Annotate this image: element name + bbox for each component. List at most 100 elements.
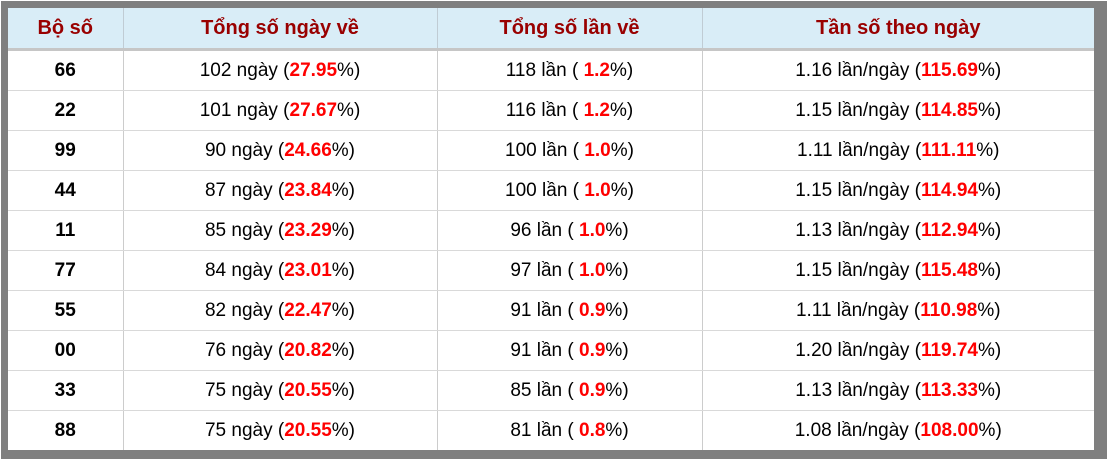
close-paren: %) [605, 299, 629, 321]
open-paren: ( [567, 219, 579, 241]
freq-cell: 1.15 lần/ngày (114.94%) [702, 170, 1094, 211]
days-text: 84 ngày [204, 259, 273, 281]
days-cell: 75 ngày (20.55%) [123, 410, 438, 450]
freq-text: 1.15 lần/ngày [795, 259, 910, 281]
open-paren: ( [914, 379, 921, 401]
open-paren: ( [914, 179, 921, 201]
freq-text: 1.11 lần/ngày [795, 299, 909, 321]
pair-cell: 33 [8, 370, 124, 411]
freq-cell: 1.08 lần/ngày (108.00%) [702, 410, 1094, 450]
times-cell: 91 lần ( 0.9%) [437, 290, 703, 331]
times-text: 118 lần [505, 59, 567, 81]
times-cell: 97 lần ( 1.0%) [437, 250, 703, 291]
close-paren: %) [605, 259, 629, 281]
days-cell: 85 ngày (23.29%) [123, 210, 438, 251]
freq-percent: 111.11 [921, 139, 977, 161]
times-cell: 96 lần ( 1.0%) [437, 210, 703, 251]
pair-cell: 11 [8, 210, 124, 251]
pair-cell: 88 [8, 410, 124, 450]
days-percent: 22.47 [284, 299, 332, 321]
times-cell: 100 lần ( 1.0%) [437, 170, 703, 211]
close-paren: %) [605, 219, 629, 241]
times-cell: 118 lần ( 1.2%) [437, 49, 703, 91]
close-paren: %) [605, 379, 629, 401]
close-paren: %) [610, 179, 634, 201]
close-paren: %) [977, 299, 1001, 321]
times-percent: 1.0 [579, 259, 606, 281]
freq-cell: 1.13 lần/ngày (113.33%) [702, 370, 1094, 411]
open-paren: ( [277, 139, 285, 161]
close-paren: %) [605, 339, 629, 361]
days-text: 75 ngày [204, 379, 273, 401]
days-cell: 87 ngày (23.84%) [123, 170, 438, 211]
close-paren: %) [978, 259, 1002, 281]
open-paren: ( [567, 259, 579, 281]
table-row: 55 82 ngày (22.47%) 91 lần ( 0.9%) 1.11 … [8, 290, 1094, 331]
freq-cell: 1.11 lần/ngày (111.11%) [702, 130, 1094, 171]
times-text: 81 lần [510, 419, 563, 441]
days-cell: 76 ngày (20.82%) [123, 330, 438, 371]
table-row: 44 87 ngày (23.84%) 100 lần ( 1.0%) 1.15… [8, 170, 1094, 211]
close-paren: %) [978, 59, 1002, 81]
days-cell: 84 ngày (23.01%) [123, 250, 438, 291]
days-text: 82 ngày [204, 299, 273, 321]
freq-percent: 113.33 [920, 379, 979, 401]
days-cell: 101 ngày (27.67%) [123, 90, 438, 131]
freq-percent: 114.85 [920, 99, 979, 121]
open-paren: ( [914, 259, 921, 281]
days-percent: 27.95 [289, 59, 338, 81]
open-paren: ( [914, 219, 921, 241]
times-percent: 1.0 [584, 139, 611, 161]
open-paren: ( [277, 339, 285, 361]
freq-percent: 115.69 [920, 59, 979, 81]
freq-percent: 110.98 [920, 299, 978, 321]
close-paren: %) [978, 179, 1002, 201]
pair-cell: 22 [8, 90, 124, 131]
close-paren: %) [976, 139, 1000, 161]
close-paren: %) [331, 219, 355, 241]
open-paren: ( [567, 299, 579, 321]
times-percent: 1.0 [584, 179, 611, 201]
pair-cell: 44 [8, 170, 124, 211]
close-paren: %) [610, 59, 634, 81]
days-percent: 23.01 [284, 259, 332, 281]
times-cell: 116 lần ( 1.2%) [437, 90, 703, 131]
close-paren: %) [337, 99, 361, 121]
freq-text: 1.08 lần/ngày [794, 419, 909, 441]
open-paren: ( [567, 419, 579, 441]
lottery-pair-stats-table: Bộ số Tổng số ngày về Tổng số lần về Tần… [8, 8, 1094, 450]
freq-cell: 1.13 lần/ngày (112.94%) [702, 210, 1094, 251]
freq-cell: 1.11 lần/ngày (110.98%) [702, 290, 1094, 331]
open-paren: ( [277, 179, 285, 201]
table-row: 33 75 ngày (20.55%) 85 lần ( 0.9%) 1.13 … [8, 370, 1094, 411]
days-percent: 20.55 [284, 419, 332, 441]
freq-text: 1.15 lần/ngày [795, 179, 910, 201]
freq-cell: 1.15 lần/ngày (114.85%) [702, 90, 1094, 131]
days-cell: 102 ngày (27.95%) [123, 49, 438, 91]
times-percent: 0.9 [579, 339, 606, 361]
close-paren: %) [610, 99, 634, 121]
open-paren: ( [571, 99, 584, 121]
open-paren: ( [277, 379, 285, 401]
close-paren: %) [605, 419, 629, 441]
close-paren: %) [331, 379, 355, 401]
times-percent: 1.0 [579, 219, 606, 241]
open-paren: ( [914, 419, 921, 441]
open-paren: ( [914, 139, 922, 161]
close-paren: %) [978, 339, 1002, 361]
times-cell: 85 lần ( 0.9%) [437, 370, 703, 411]
freq-cell: 1.16 lần/ngày (115.69%) [702, 49, 1094, 91]
freq-percent: 119.74 [920, 339, 979, 361]
times-text: 100 lần [505, 139, 568, 161]
header-cell-times: Tổng số lần về [437, 8, 703, 51]
days-text: 102 ngày [199, 59, 278, 81]
freq-text: 1.15 lần/ngày [795, 99, 910, 121]
times-percent: 0.9 [579, 379, 606, 401]
open-paren: ( [283, 99, 290, 121]
table-row: 00 76 ngày (20.82%) 91 lần ( 0.9%) 1.20 … [8, 330, 1094, 371]
days-cell: 82 ngày (22.47%) [123, 290, 438, 331]
days-percent: 23.29 [284, 219, 332, 241]
header-cell-freq: Tần số theo ngày [702, 8, 1094, 51]
days-text: 85 ngày [204, 219, 273, 241]
freq-percent: 112.94 [920, 219, 979, 241]
